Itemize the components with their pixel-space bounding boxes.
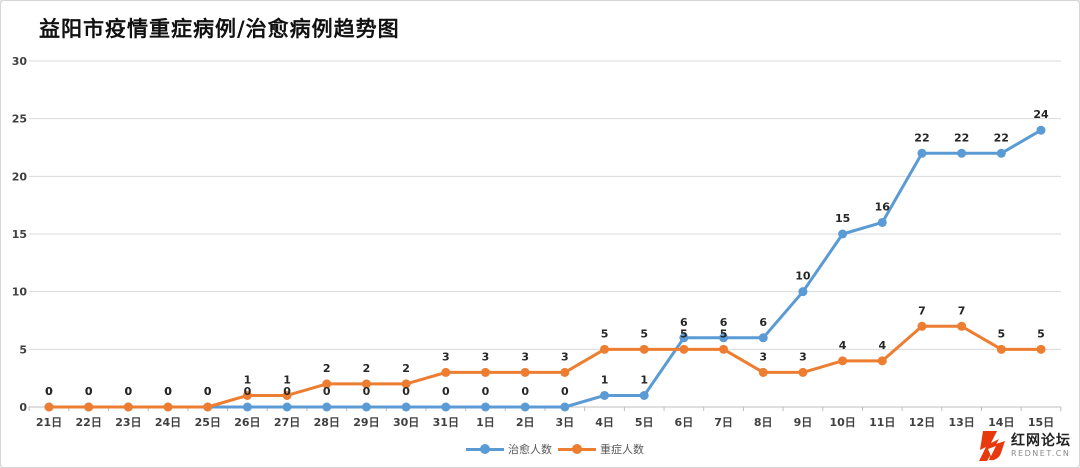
svg-text:7日: 7日 (714, 416, 733, 429)
svg-text:3: 3 (799, 350, 807, 363)
svg-text:29日: 29日 (353, 416, 379, 429)
svg-text:3: 3 (442, 350, 450, 363)
svg-text:1: 1 (601, 373, 609, 386)
svg-text:24: 24 (1033, 108, 1049, 121)
svg-text:0: 0 (45, 385, 53, 398)
svg-text:2: 2 (323, 362, 331, 375)
svg-text:0: 0 (204, 385, 212, 398)
svg-text:15: 15 (12, 228, 27, 241)
svg-text:4: 4 (878, 339, 886, 352)
svg-text:1: 1 (283, 373, 291, 386)
legend-label-severe: 重症人数 (600, 443, 644, 456)
svg-text:5: 5 (720, 327, 728, 340)
svg-text:22: 22 (954, 131, 969, 144)
svg-text:5: 5 (19, 343, 27, 356)
svg-text:22: 22 (994, 131, 1009, 144)
svg-text:3: 3 (521, 350, 529, 363)
brand-name: 红网论坛 (1011, 433, 1071, 449)
svg-text:10日: 10日 (829, 416, 855, 429)
svg-text:1: 1 (244, 373, 252, 386)
svg-text:28日: 28日 (314, 416, 340, 429)
svg-text:21日: 21日 (36, 416, 62, 429)
svg-text:26日: 26日 (234, 416, 260, 429)
svg-text:1: 1 (640, 373, 648, 386)
svg-text:10: 10 (12, 286, 28, 299)
svg-text:0: 0 (164, 385, 172, 398)
svg-text:4: 4 (839, 339, 847, 352)
svg-text:13日: 13日 (948, 416, 974, 429)
svg-text:23日: 23日 (115, 416, 141, 429)
svg-text:24日: 24日 (155, 416, 181, 429)
svg-text:6: 6 (759, 316, 767, 329)
chart-legend: 治愈人数 重症人数 (1, 441, 1079, 457)
svg-text:22日: 22日 (76, 416, 102, 429)
svg-text:3日: 3日 (556, 416, 575, 429)
legend-label-cured: 治愈人数 (508, 443, 552, 456)
svg-text:0: 0 (85, 385, 93, 398)
svg-text:0: 0 (482, 385, 490, 398)
svg-text:5: 5 (997, 327, 1005, 340)
brand-domain: REDNET.CN (1011, 449, 1071, 458)
svg-text:0: 0 (244, 385, 252, 398)
svg-text:8日: 8日 (754, 416, 773, 429)
svg-text:15: 15 (835, 212, 850, 225)
svg-text:1日: 1日 (476, 416, 495, 429)
chart-title: 益阳市疫情重症病例/治愈病例趋势图 (39, 17, 400, 41)
rednet-logo[interactable]: 红网论坛 REDNET.CN (977, 429, 1071, 463)
svg-text:6日: 6日 (675, 416, 694, 429)
svg-text:0: 0 (323, 385, 331, 398)
svg-text:6: 6 (680, 316, 688, 329)
svg-text:3: 3 (561, 350, 569, 363)
svg-text:2: 2 (402, 362, 410, 375)
svg-text:2日: 2日 (516, 416, 535, 429)
svg-text:27日: 27日 (274, 416, 300, 429)
svg-text:16: 16 (875, 200, 891, 213)
svg-text:0: 0 (85, 385, 93, 398)
svg-text:25日: 25日 (195, 416, 221, 429)
svg-text:5: 5 (601, 327, 609, 340)
svg-text:0: 0 (402, 385, 410, 398)
svg-text:3: 3 (482, 350, 490, 363)
svg-text:0: 0 (204, 385, 212, 398)
severe-series-marker-icon (558, 444, 596, 454)
svg-text:4日: 4日 (595, 416, 614, 429)
svg-text:7: 7 (918, 304, 926, 317)
svg-text:5: 5 (1037, 327, 1045, 340)
svg-text:0: 0 (521, 385, 529, 398)
svg-text:14日: 14日 (988, 416, 1014, 429)
svg-text:10: 10 (795, 270, 811, 283)
svg-text:30日: 30日 (393, 416, 419, 429)
svg-text:9日: 9日 (794, 416, 813, 429)
svg-text:20: 20 (12, 170, 28, 183)
svg-text:0: 0 (363, 385, 371, 398)
svg-text:11日: 11日 (869, 416, 895, 429)
svg-text:7: 7 (958, 304, 966, 317)
svg-text:0: 0 (164, 385, 172, 398)
svg-text:3: 3 (759, 350, 767, 363)
svg-text:12日: 12日 (909, 416, 935, 429)
cured-series-marker-icon (466, 444, 504, 454)
svg-text:5: 5 (640, 327, 648, 340)
svg-text:5日: 5日 (635, 416, 654, 429)
svg-text:0: 0 (283, 385, 291, 398)
svg-text:0: 0 (442, 385, 450, 398)
svg-text:0: 0 (125, 385, 133, 398)
svg-text:6: 6 (720, 316, 728, 329)
svg-text:31日: 31日 (433, 416, 459, 429)
rednet-logo-icon (979, 431, 1005, 461)
svg-text:0: 0 (125, 385, 133, 398)
svg-text:0: 0 (561, 385, 569, 398)
svg-text:0: 0 (45, 385, 53, 398)
svg-text:22: 22 (914, 131, 929, 144)
legend-item-cured[interactable]: 治愈人数 (466, 441, 552, 457)
svg-text:15日: 15日 (1028, 416, 1054, 429)
svg-text:30: 30 (12, 55, 28, 68)
svg-text:2: 2 (363, 362, 371, 375)
legend-item-severe[interactable]: 重症人数 (558, 441, 644, 457)
svg-text:5: 5 (680, 327, 688, 340)
svg-text:0: 0 (19, 401, 27, 414)
svg-text:25: 25 (12, 113, 27, 126)
